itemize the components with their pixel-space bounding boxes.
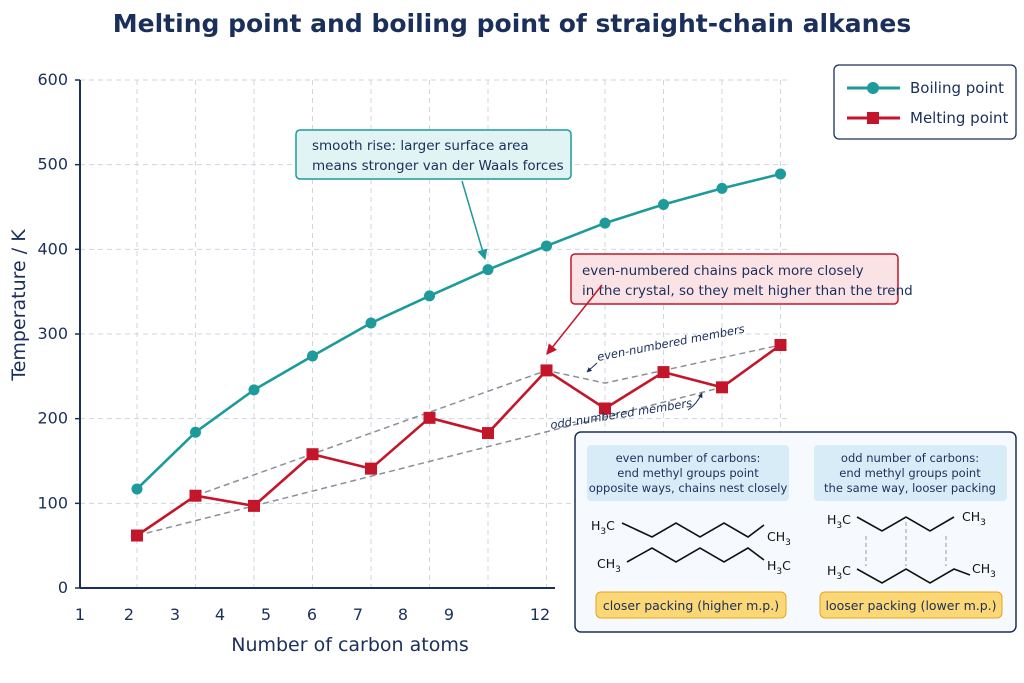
x-tick-label: 7 (353, 605, 363, 624)
x-tick-label: 4 (215, 605, 225, 624)
even-carbon-panel: even number of carbons: end methyl group… (587, 445, 791, 619)
data-point (307, 350, 318, 362)
data-point (189, 489, 202, 502)
odd-carbon-panel: odd number of carbons: end methyl groups… (814, 445, 1007, 619)
melting-note-arrow (546, 284, 603, 355)
x-tick-label: 9 (444, 605, 454, 624)
svg-text:Boiling point: Boiling point (910, 79, 1004, 97)
svg-text:Melting point: Melting point (910, 109, 1009, 127)
data-point (248, 499, 260, 512)
svg-text:CH3: CH3 (972, 561, 996, 580)
data-point (482, 427, 494, 440)
y-axis-label: Temperature / K (8, 229, 30, 382)
trend-lines (136, 344, 781, 537)
data-point (423, 411, 436, 424)
data-point (482, 264, 494, 276)
even-chain-top: H3C CH3 (591, 518, 791, 548)
odd-chain-top: H3C CH3 (827, 509, 986, 532)
svg-text:CH3: CH3 (962, 509, 986, 528)
data-point (424, 290, 435, 302)
y-tick-label: 300 (37, 324, 68, 343)
legend: Boiling point Melting point (833, 64, 1017, 140)
svg-text:even-numbered chains pack more: even-numbered chains pack more closely (582, 263, 864, 279)
data-point (131, 529, 143, 542)
x-tick-label: 5 (261, 605, 271, 624)
series-boiling-point (131, 168, 786, 495)
y-tick-label: 600 (37, 70, 68, 89)
data-point (541, 240, 552, 252)
svg-text:opposite ways, chains nest clo: opposite ways, chains nest closely (589, 481, 788, 495)
even-trend-pointer (586, 362, 598, 373)
series-line (136, 343, 782, 537)
odd-chain-gaps (865, 522, 947, 566)
data-point (599, 217, 611, 229)
svg-text:H3C: H3C (827, 512, 851, 531)
even-result-label: closer packing (higher m.p.) (603, 598, 779, 613)
data-series (131, 168, 787, 542)
svg-text:end methyl groups point: end methyl groups point (617, 466, 759, 480)
data-point (657, 366, 670, 379)
x-axis-label: Number of carbon atoms (231, 634, 469, 656)
data-point (775, 168, 786, 180)
y-tick-label: 100 (37, 493, 68, 512)
odd-result-label: looser packing (lower m.p.) (825, 598, 996, 613)
data-point (540, 364, 553, 377)
y-tick-label: 500 (37, 155, 68, 174)
trend-line (195, 344, 781, 497)
x-tick-label: 1 (75, 605, 85, 624)
data-point (248, 384, 260, 396)
svg-text:end methyl groups point: end methyl groups point (839, 466, 981, 480)
svg-text:H3C: H3C (827, 563, 851, 582)
y-tick-label: 200 (37, 409, 68, 428)
legend-entry-boiling: Boiling point (847, 79, 1004, 97)
data-point (599, 402, 611, 415)
data-point (716, 182, 728, 194)
series-melting-point (131, 339, 787, 542)
data-point (774, 339, 787, 352)
series-line (136, 172, 781, 490)
data-point (131, 483, 143, 495)
even-chain-bottom: CH3 H3C (597, 547, 791, 577)
svg-text:CH3: CH3 (767, 529, 791, 548)
odd-trend-pointer (687, 392, 703, 411)
trend-line (136, 386, 723, 537)
melting-point-note: even-numbered chains pack more closely i… (570, 253, 913, 305)
data-point (365, 317, 377, 329)
data-point (658, 198, 669, 210)
y-tick-label: 0 (58, 578, 68, 597)
data-point (365, 462, 377, 475)
svg-text:odd number of carbons:: odd number of carbons: (841, 451, 979, 465)
svg-text:means stronger van der Waals f: means stronger van der Waals forces (312, 158, 564, 174)
x-tick-label: 12 (530, 605, 550, 624)
svg-text:even number of carbons:: even number of carbons: (616, 451, 761, 465)
odd-trend-label: odd-numbered members (549, 396, 693, 432)
svg-text:smooth rise: larger surface ar: smooth rise: larger surface area (312, 138, 529, 154)
y-tick-label: 400 (37, 239, 68, 258)
x-tick-label: 2 (124, 605, 134, 624)
packing-inset: even number of carbons: end methyl group… (574, 431, 1017, 633)
svg-text:in the crystal, so they melt h: in the crystal, so they melt higher than… (582, 283, 913, 299)
svg-text:CH3: CH3 (597, 556, 621, 575)
chart-title: Melting point and boiling point of strai… (113, 9, 911, 38)
data-point (306, 448, 319, 461)
data-point (716, 381, 728, 394)
y-tick-labels: 0 100 200 300 400 500 600 (37, 70, 80, 597)
boiling-note-arrow (461, 180, 488, 261)
data-point (190, 426, 201, 438)
legend-entry-melting: Melting point (847, 109, 1009, 127)
svg-text:H3C: H3C (591, 518, 615, 537)
x-tick-label: 6 (307, 605, 317, 624)
x-tick-label: 3 (170, 605, 180, 624)
svg-text:the same way, looser packing: the same way, looser packing (824, 481, 996, 495)
x-tick-labels: 1 2 3 4 5 6 7 8 9 12 (75, 605, 550, 624)
x-tick-label: 8 (398, 605, 408, 624)
odd-chain-bottom: H3C CH3 (827, 561, 996, 584)
svg-text:H3C: H3C (767, 558, 791, 577)
boiling-point-note: smooth rise: larger surface area means s… (295, 129, 572, 180)
